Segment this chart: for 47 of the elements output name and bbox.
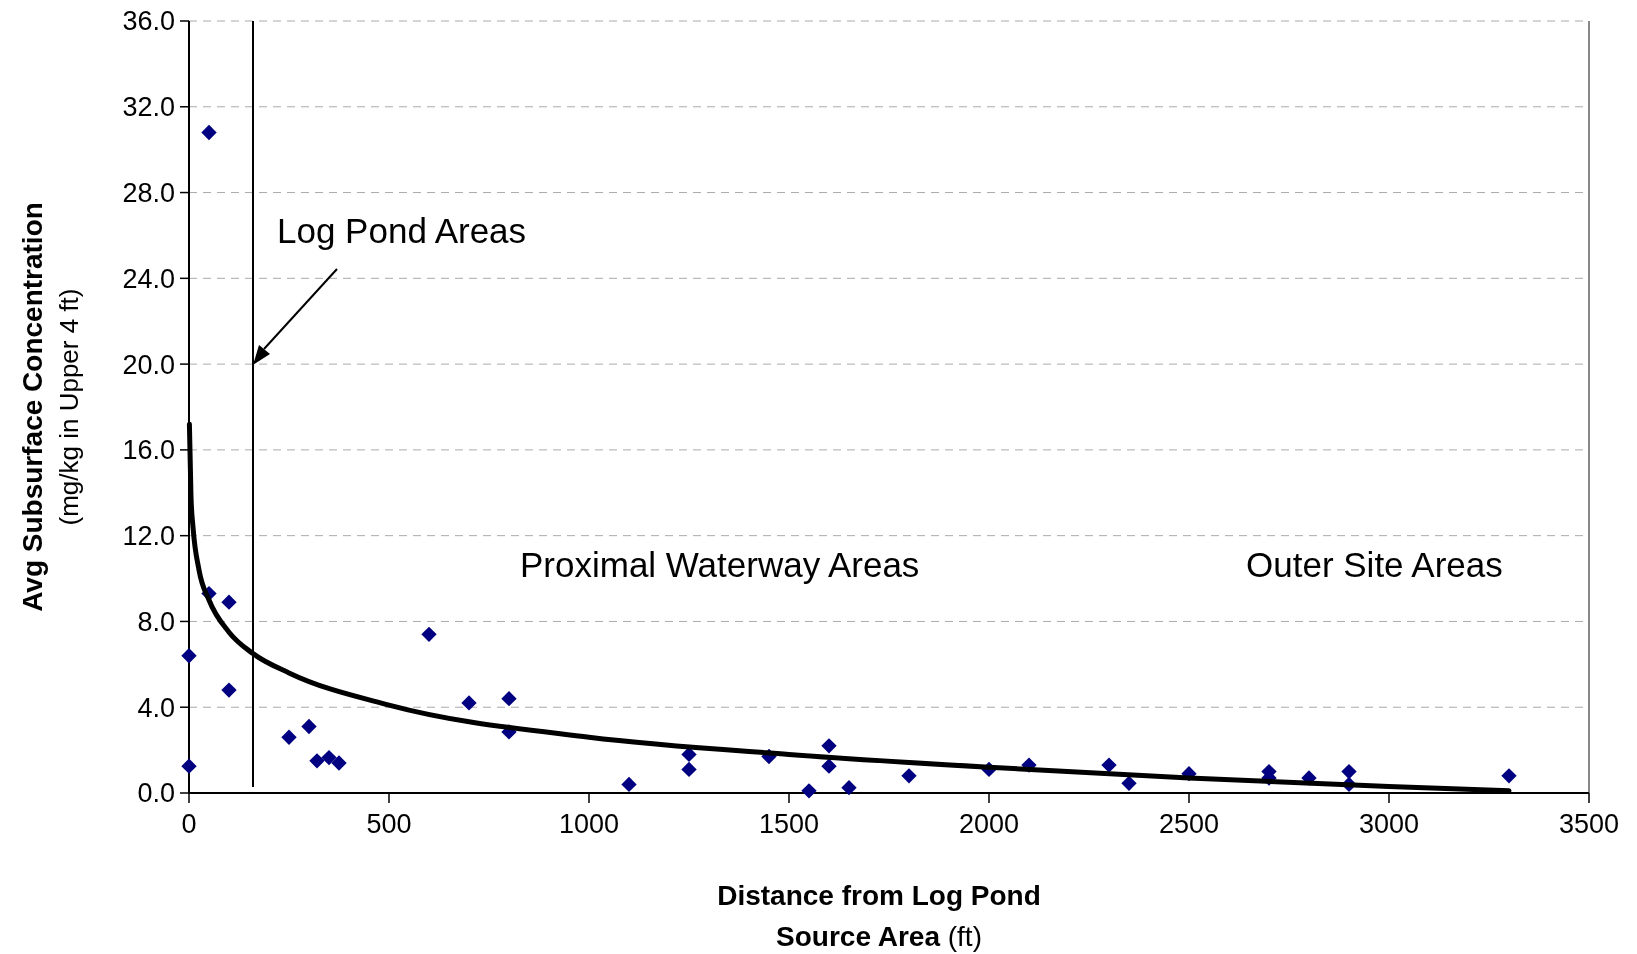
y-tick-label: 28.0 [122, 178, 175, 209]
x-tick-label: 1500 [758, 809, 820, 839]
point [821, 738, 837, 754]
annotation: Outer Site Areas [1246, 545, 1503, 584]
point [801, 783, 817, 799]
point [281, 729, 297, 745]
x-tick-label: 1000 [558, 809, 620, 839]
y-tick-label: 32.0 [122, 92, 175, 123]
point [309, 753, 325, 769]
y-tick-label: 16.0 [122, 435, 175, 466]
x-tick-label: 0 [181, 809, 197, 839]
annotation: Log Pond Areas [277, 211, 527, 250]
point [181, 758, 197, 774]
point [821, 758, 837, 774]
point [681, 761, 697, 778]
point [1341, 763, 1357, 780]
point [1121, 775, 1137, 792]
x-tick-label: 3500 [1558, 809, 1620, 839]
y-tick-label: 24.0 [122, 263, 175, 294]
point [421, 626, 437, 642]
x-tick-label: 3000 [1358, 809, 1420, 839]
point [841, 779, 857, 796]
point [461, 695, 477, 711]
point [181, 648, 197, 664]
y-tick-label: 36.0 [122, 6, 175, 37]
x-tick-label: 2500 [1158, 809, 1220, 839]
y-tick-label: 20.0 [122, 349, 175, 380]
point [201, 124, 217, 141]
y-tick-label: 0.0 [137, 778, 175, 809]
point [221, 594, 237, 610]
point [321, 749, 337, 766]
point [301, 718, 317, 735]
x-tick-label: 500 [366, 809, 412, 839]
y-tick-label: 12.0 [122, 521, 175, 552]
point [501, 690, 517, 707]
point [331, 755, 347, 771]
y-tick-label: 8.0 [137, 606, 175, 637]
point [1101, 757, 1117, 773]
y-tick-label: 4.0 [137, 692, 175, 723]
y-axis-title: Avg Subsurface Concentration (mg/kg in Upper 4 ft) [17, 202, 84, 612]
point [1501, 768, 1517, 784]
point [621, 776, 637, 793]
point [221, 682, 237, 698]
x-tick-label: 2000 [958, 809, 1020, 839]
x-axis-title: Distance from Log Pond Source Area (ft) [717, 880, 1041, 952]
annotation: Proximal Waterway Areas [520, 545, 920, 584]
point [901, 768, 917, 784]
